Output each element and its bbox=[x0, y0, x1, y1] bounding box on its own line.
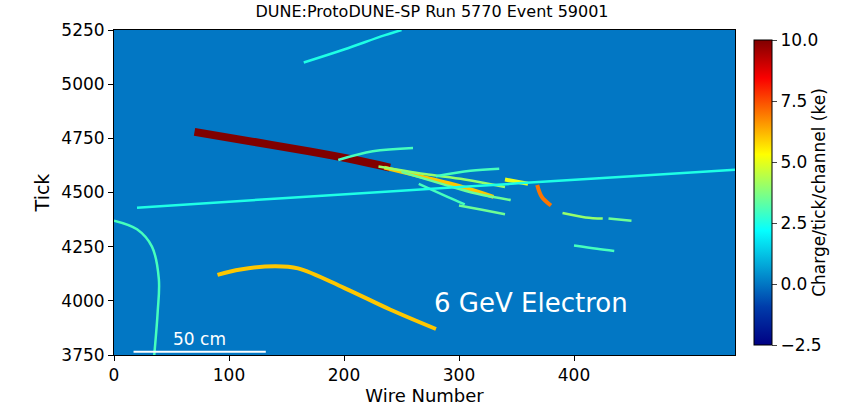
svg-text:6 GeV Electron: 6 GeV Electron bbox=[434, 288, 628, 318]
svg-text:Charge/tick/channel (ke): Charge/tick/channel (ke) bbox=[809, 88, 829, 297]
svg-text:5000: 5000 bbox=[61, 74, 104, 94]
svg-text:7.5: 7.5 bbox=[780, 91, 807, 111]
svg-text:Tick: Tick bbox=[31, 174, 53, 213]
svg-text:−2.5: −2.5 bbox=[780, 335, 821, 355]
svg-text:0: 0 bbox=[109, 365, 120, 385]
svg-text:200: 200 bbox=[328, 365, 360, 385]
svg-text:4750: 4750 bbox=[61, 128, 104, 148]
svg-text:3750: 3750 bbox=[61, 345, 104, 365]
svg-text:4000: 4000 bbox=[61, 291, 104, 311]
svg-text:4250: 4250 bbox=[61, 237, 104, 257]
svg-text:400: 400 bbox=[558, 365, 590, 385]
svg-text:0.0: 0.0 bbox=[780, 274, 807, 294]
svg-text:4500: 4500 bbox=[61, 182, 104, 202]
svg-text:DUNE:ProtoDUNE-SP Run 5770 Eve: DUNE:ProtoDUNE-SP Run 5770 Event 59001 bbox=[255, 2, 608, 21]
svg-text:Wire Number: Wire Number bbox=[365, 385, 484, 406]
svg-text:5250: 5250 bbox=[61, 20, 104, 40]
svg-text:50 cm: 50 cm bbox=[173, 329, 226, 349]
svg-text:10.0: 10.0 bbox=[780, 30, 818, 50]
svg-text:100: 100 bbox=[213, 365, 245, 385]
svg-text:2.5: 2.5 bbox=[780, 213, 807, 233]
svg-text:300: 300 bbox=[443, 365, 475, 385]
svg-text:5.0: 5.0 bbox=[780, 152, 807, 172]
